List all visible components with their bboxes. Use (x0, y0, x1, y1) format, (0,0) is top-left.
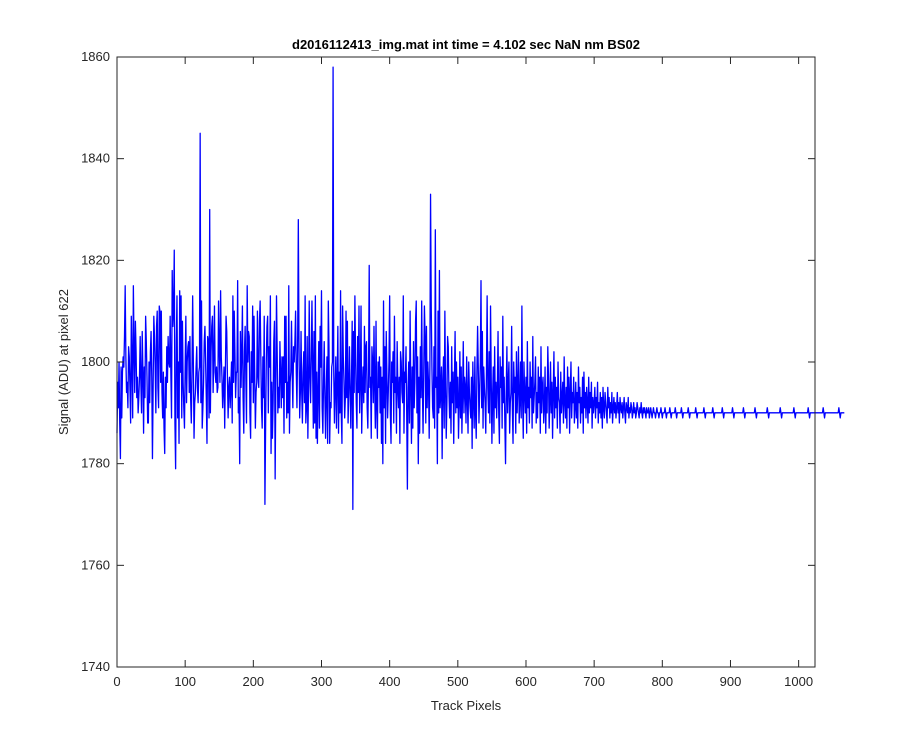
x-axis: 0 100 200 300 400 500 600 700 800 900 1000 (113, 57, 813, 689)
x-tick-label: 400 (379, 674, 401, 689)
series-line-0 (116, 66, 845, 511)
y-tick-label: 1760 (81, 557, 110, 572)
x-tick-label: 700 (583, 674, 605, 689)
chart-title: d2016112413_img.mat int time = 4.102 sec… (292, 37, 640, 52)
y-tick-label: 1820 (81, 252, 110, 267)
y-tick-label: 1800 (81, 354, 110, 369)
series-layer (116, 66, 845, 511)
y-axis-label: Signal (ADU) at pixel 622 (56, 289, 71, 435)
x-tick-label: 300 (311, 674, 333, 689)
x-tick-label: 200 (242, 674, 264, 689)
y-tick-label: 1860 (81, 49, 110, 64)
x-tick-label: 500 (447, 674, 469, 689)
y-tick-label: 1780 (81, 456, 110, 471)
x-tick-label: 800 (651, 674, 673, 689)
x-tick-label: 100 (174, 674, 196, 689)
x-tick-label: 1000 (784, 674, 813, 689)
y-axis: 1740 1760 1780 1800 1820 1840 1860 (81, 49, 815, 674)
x-tick-label: 600 (515, 674, 537, 689)
x-tick-label: 0 (113, 674, 120, 689)
y-tick-label: 1740 (81, 659, 110, 674)
y-tick-label: 1840 (81, 151, 110, 166)
x-axis-label: Track Pixels (431, 698, 502, 713)
x-tick-label: 900 (720, 674, 742, 689)
